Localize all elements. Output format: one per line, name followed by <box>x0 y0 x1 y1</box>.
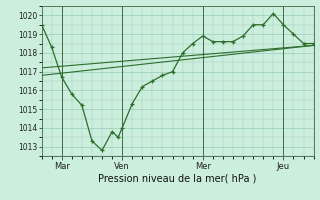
X-axis label: Pression niveau de la mer( hPa ): Pression niveau de la mer( hPa ) <box>99 173 257 183</box>
